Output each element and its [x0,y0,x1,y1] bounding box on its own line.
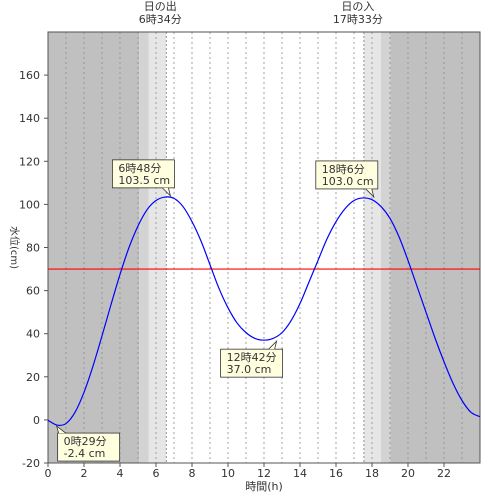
annotation-pointer [268,339,278,350]
daylight-bands [48,32,480,463]
x-tick-label: 18 [365,467,379,480]
annotation-value: 37.0 cm [227,363,272,376]
band-twilight_outer-5 [381,32,391,463]
axes: 0 2 4 6 8 10 12 14 16 18 20 22 -20 0 20 40 60 80 100 120 140… [19,69,451,480]
y-tick-label: 80 [26,242,40,255]
x-tick-label: 0 [45,467,52,480]
x-tick-label: 14 [293,467,307,480]
sun-marker-time: 17時33分 [333,13,383,26]
y-axis-label: 水位(cm) [8,226,21,269]
x-tick-label: 8 [189,467,196,480]
annotation-box [220,348,284,378]
sun-marker-time: 6時34分 [139,13,182,26]
annotation-pointer [162,187,172,198]
y-tick-label: 60 [26,285,40,298]
annotation-pointer [55,425,66,434]
annotation-time: 18時6分 [322,163,365,176]
y-tick-label: 40 [26,328,40,341]
x-tick-label: 22 [437,467,451,480]
y-tick-label: 0 [33,414,40,427]
x-tick-label: 6 [153,467,160,480]
y-tick-label: 140 [19,112,40,125]
x-tick-label: 20 [401,467,415,480]
band-night-6 [390,32,480,463]
annotation-box [57,432,121,462]
series-line-tide [47,196,481,426]
x-tick-label: 4 [117,467,124,480]
band-twilight_inner-4 [363,32,381,463]
x-tick-label: 2 [81,467,88,480]
annotation-callout: 0時29分-2.4 cm [55,425,121,462]
annotation-value: 103.0 cm [322,175,374,188]
band-twilight_inner-2 [148,32,167,463]
sun-marker-label: 日の入 [341,0,374,13]
annotation-time: 0時29分 [64,435,107,448]
y-tick-label: -20 [22,457,40,470]
annotation-pointer [365,188,375,199]
x-tick-label: 16 [329,467,343,480]
x-tick-label: 12 [257,467,271,480]
y-tick-label: 120 [19,155,40,168]
sun-marker-label: 日の出 [144,0,177,13]
annotation-time: 6時48分 [118,162,161,175]
y-tick-label: 100 [19,198,40,211]
band-twilight_outer-1 [139,32,149,463]
y-tick-label: 160 [19,69,40,82]
x-tick-label: 10 [221,467,235,480]
grid-lines [65,32,463,463]
annotation-time: 12時42分 [227,351,277,364]
annotation-box [315,160,379,190]
band-night-0 [48,32,140,463]
band-day-3 [166,32,364,463]
annotation-box [112,159,175,189]
y-tick-label: 20 [26,371,40,384]
x-axis-label: 時間(h) [245,480,283,493]
annotation-value: 103.5 cm [118,174,170,187]
annotation-value: -2.4 cm [64,447,106,460]
